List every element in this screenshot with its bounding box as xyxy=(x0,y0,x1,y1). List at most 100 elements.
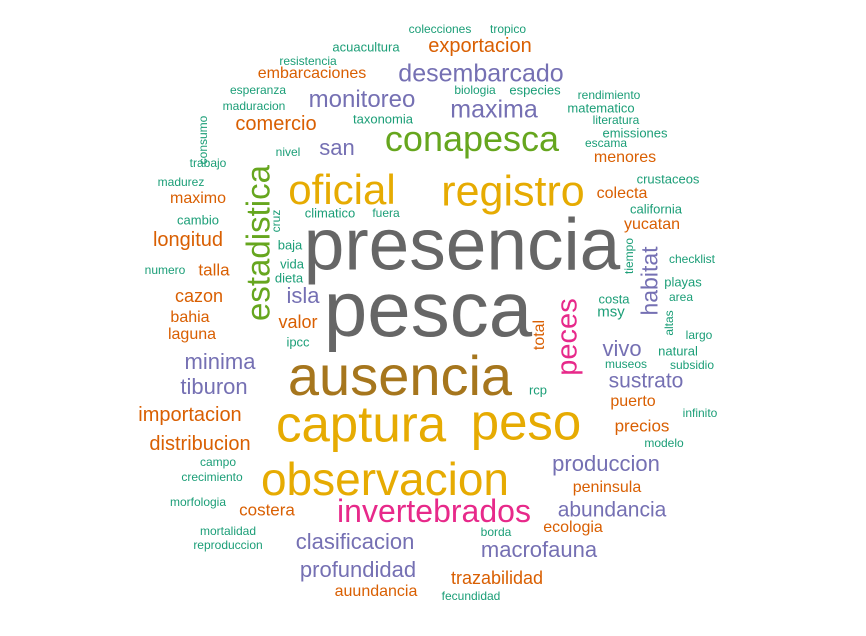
word-bahia: bahia xyxy=(170,309,210,326)
word-pesca: pesca xyxy=(323,265,533,353)
word-maxima: maxima xyxy=(450,95,538,124)
word-trazabilidad: trazabilidad xyxy=(450,568,544,588)
word-monitoreo: monitoreo xyxy=(308,86,416,113)
word-peninsula: peninsula xyxy=(572,479,642,496)
word-especies: especies xyxy=(509,82,561,98)
word-rcp: rcp xyxy=(528,382,548,398)
word-area: area xyxy=(668,290,694,304)
word-registro: registro xyxy=(441,167,585,216)
word-tiempo: tiempo xyxy=(622,237,636,275)
word-modelo: modelo xyxy=(644,436,684,450)
word-clasificacion: clasificacion xyxy=(295,529,415,554)
word-menores: menores xyxy=(593,149,657,166)
word-laguna: laguna xyxy=(167,326,217,343)
word-infinito: infinito xyxy=(682,406,718,420)
word-produccion: produccion xyxy=(552,451,660,476)
word-largo: largo xyxy=(685,328,713,342)
word-profundidad: profundidad xyxy=(299,557,417,582)
word-escama: escama xyxy=(584,136,628,150)
word-distribucion: distribucion xyxy=(149,433,251,455)
word-tiburon: tiburon xyxy=(180,374,248,399)
word-longitud: longitud xyxy=(152,229,224,251)
word-natural: natural xyxy=(658,343,698,359)
word-exportacion: exportacion xyxy=(428,35,532,57)
word-colecciones: colecciones xyxy=(408,22,472,36)
word-numero: numero xyxy=(144,263,186,277)
word-desembarcado: desembarcado xyxy=(398,59,564,88)
word-maximo: maximo xyxy=(169,190,227,207)
word-subsidio: subsidio xyxy=(669,358,715,372)
word-mortalidad: mortalidad xyxy=(199,524,257,538)
word-observacion: observacion xyxy=(260,453,510,505)
word-vida: vida xyxy=(280,256,304,272)
word-vivo: vivo xyxy=(602,336,642,361)
word-checklist: checklist xyxy=(668,252,716,266)
word-auundancia: auundancia xyxy=(334,583,418,600)
word-california: california xyxy=(629,201,683,217)
word-puerto: puerto xyxy=(610,393,656,410)
word-biologia: biologia xyxy=(454,83,496,97)
word-cambio: cambio xyxy=(177,212,219,228)
word-sustrato: sustrato xyxy=(608,369,684,393)
word-minima: minima xyxy=(184,349,256,374)
word-presencia: presencia xyxy=(303,204,621,286)
word-taxonomia: taxonomia xyxy=(353,111,413,127)
word-embarcaciones: embarcaciones xyxy=(257,65,367,82)
word-importacion: importacion xyxy=(138,404,242,426)
word-colecta: colecta xyxy=(596,185,648,202)
word-acuacultura: acuacultura xyxy=(332,39,400,55)
word-emissiones: emissiones xyxy=(602,125,668,141)
word-playas: playas xyxy=(664,274,702,290)
word-yucatan: yucatan xyxy=(623,216,681,233)
word-museos: museos xyxy=(604,357,648,371)
word-resistencia: resistencia xyxy=(279,54,337,68)
word-talla: talla xyxy=(198,260,230,280)
word-ausencia: ausencia xyxy=(287,344,513,407)
word-cruz: cruz xyxy=(269,209,283,233)
word-san: san xyxy=(319,135,355,160)
word-peso: peso xyxy=(470,393,582,451)
word-abundancia: abundancia xyxy=(557,498,667,522)
word-altas: altas xyxy=(662,310,676,336)
word-valor: valor xyxy=(278,312,318,332)
word-habitat: habitat xyxy=(636,246,663,316)
word-maduracion: maduracion xyxy=(222,99,286,113)
word-total: total xyxy=(531,319,548,351)
word-estadistica: estadistica xyxy=(239,165,277,321)
word-nivel: nivel xyxy=(275,145,301,159)
word-costera: costera xyxy=(239,500,295,520)
word-climatico: climatico xyxy=(304,205,356,221)
word-matematico: matematico xyxy=(567,100,635,116)
word-madurez: madurez xyxy=(157,175,205,189)
word-rendimiento: rendimiento xyxy=(577,88,641,102)
word-esperanza: esperanza xyxy=(229,83,287,97)
word-baja: baja xyxy=(277,237,303,253)
word-isla: isla xyxy=(286,283,320,308)
word-dieta: dieta xyxy=(274,270,304,286)
word-cazon: cazon xyxy=(174,286,224,306)
word-conapesca: conapesca xyxy=(384,118,560,159)
word-comercio: comercio xyxy=(235,113,317,135)
word-literatura: literatura xyxy=(592,113,640,127)
word-oficial: oficial xyxy=(288,166,396,213)
word-reproduccion: reproduccion xyxy=(193,538,263,552)
word-msy: msy xyxy=(597,303,625,321)
word-crecimiento: crecimiento xyxy=(181,470,243,484)
word-fuera: fuera xyxy=(372,206,400,220)
word-invertebrados: invertebrados xyxy=(337,493,531,529)
word-peces: peces xyxy=(551,298,584,376)
word-trabajo: trabajo xyxy=(189,156,227,170)
word-morfologia: morfologia xyxy=(169,495,227,509)
word-costa: costa xyxy=(598,291,630,307)
word-ecologia: ecologia xyxy=(543,519,603,536)
word-macrofauna: macrofauna xyxy=(480,537,598,562)
word-campo: campo xyxy=(199,455,237,469)
word-fecundidad: fecundidad xyxy=(441,589,501,603)
word-borda: borda xyxy=(480,525,512,539)
word-captura: captura xyxy=(275,395,447,453)
word-precios: precios xyxy=(614,416,670,436)
word-ipcc: ipcc xyxy=(286,334,310,350)
word-tropico: tropico xyxy=(489,22,527,36)
word-crustaceos: crustaceos xyxy=(636,171,700,187)
